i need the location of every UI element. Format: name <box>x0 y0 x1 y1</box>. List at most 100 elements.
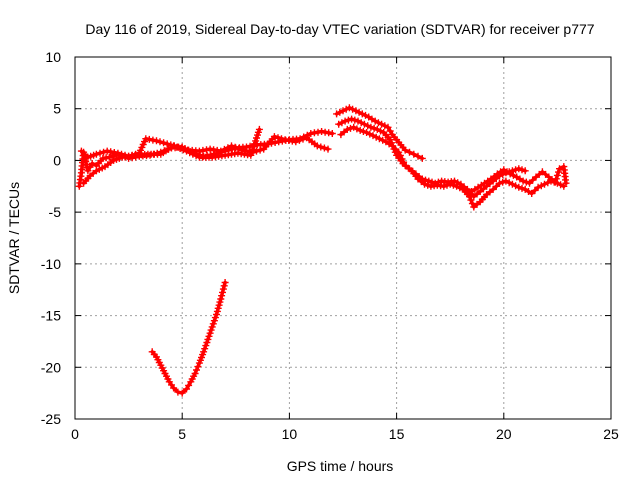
data-point-marker <box>519 177 527 185</box>
data-point-marker <box>215 301 223 309</box>
data-point-marker <box>207 326 215 334</box>
data-point-marker <box>173 143 181 151</box>
data-point-marker <box>345 104 353 112</box>
x-tick-label: 20 <box>496 426 512 442</box>
x-tick-label: 0 <box>71 426 79 442</box>
data-point-marker <box>219 285 227 293</box>
data-point-marker <box>451 177 458 185</box>
data-point-marker <box>183 385 190 393</box>
data-point-marker <box>362 111 369 119</box>
data-point-marker <box>88 160 96 167</box>
data-point-marker <box>170 384 178 392</box>
data-point-marker <box>515 165 523 173</box>
data-point-marker <box>496 179 503 187</box>
data-point-marker <box>449 181 457 189</box>
data-point-marker <box>379 136 387 144</box>
data-point-marker <box>440 182 448 190</box>
y-tick-label: -25 <box>41 411 61 427</box>
data-point-marker <box>324 145 332 153</box>
data-point-marker <box>468 200 476 207</box>
data-point-marker <box>350 123 358 131</box>
data-point-marker <box>278 135 285 143</box>
data-point-marker <box>84 167 92 175</box>
series-afternoon-track-c <box>337 123 568 211</box>
data-point-marker <box>374 119 382 127</box>
data-point-marker <box>253 147 260 155</box>
data-point-marker <box>348 115 356 123</box>
data-point-marker <box>213 307 221 315</box>
data-point-marker <box>508 180 516 188</box>
data-point-marker <box>186 149 194 157</box>
data-point-marker <box>163 140 171 148</box>
data-point-marker <box>506 170 514 178</box>
data-point-marker <box>255 125 263 133</box>
series-afternoon-track-a <box>333 104 426 162</box>
data-point-marker <box>421 180 428 188</box>
data-point-marker <box>202 342 210 350</box>
data-point-marker <box>371 117 379 125</box>
data-point-marker <box>351 116 359 124</box>
data-point-marker <box>270 133 278 141</box>
data-point-marker <box>216 298 224 306</box>
data-point-marker <box>191 370 199 377</box>
data-point-marker <box>522 178 530 186</box>
data-point-marker <box>183 147 190 155</box>
data-point-marker <box>218 292 226 300</box>
data-point-marker <box>92 150 100 158</box>
data-point-marker <box>214 304 222 312</box>
data-point-marker <box>355 108 363 116</box>
data-point-marker <box>353 125 361 133</box>
data-point-marker <box>176 145 184 152</box>
data-point-marker <box>205 332 213 340</box>
data-point-marker <box>221 279 229 286</box>
data-point-marker <box>364 122 372 130</box>
data-point-marker <box>372 133 380 141</box>
data-point-marker <box>336 108 344 116</box>
data-point-marker <box>213 146 221 154</box>
data-point-marker <box>217 147 225 155</box>
data-point-marker <box>349 105 357 113</box>
data-point-marker <box>537 182 545 190</box>
data-point-marker <box>499 178 507 186</box>
y-axis-label: SDTVAR / TECUs <box>6 182 22 294</box>
y-tick-label: 0 <box>53 152 61 168</box>
data-point-marker <box>341 117 349 125</box>
data-point-marker <box>515 183 523 191</box>
data-point-marker <box>360 120 368 128</box>
data-point-marker <box>531 186 539 194</box>
data-point-marker <box>366 130 374 138</box>
data-point-marker <box>551 178 559 186</box>
data-point-marker <box>193 366 200 374</box>
data-point-marker <box>156 138 164 146</box>
data-point-marker <box>422 176 429 184</box>
data-point-marker <box>384 123 392 131</box>
series-cusp-track <box>148 279 229 397</box>
data-point-marker <box>96 149 104 157</box>
data-point-marker <box>509 171 517 179</box>
data-point-marker <box>401 146 409 154</box>
x-tick-label: 25 <box>603 426 619 442</box>
data-point-marker <box>100 148 108 156</box>
data-point-marker <box>320 144 328 152</box>
data-point-marker <box>518 184 526 192</box>
data-point-marker <box>406 148 413 156</box>
data-point-marker <box>388 142 396 150</box>
data-point-marker <box>145 135 153 143</box>
data-point-marker <box>443 181 451 189</box>
data-point-marker <box>356 126 364 134</box>
data-point-marker <box>179 146 187 154</box>
data-point-marker <box>235 145 243 153</box>
data-point-marker <box>274 134 282 142</box>
data-point-marker <box>209 320 217 328</box>
data-point-marker <box>313 142 321 150</box>
grid-lines <box>75 57 611 419</box>
data-point-marker <box>528 190 536 197</box>
data-point-marker <box>328 130 336 137</box>
data-point-marker <box>555 168 562 176</box>
data-point-marker <box>219 288 226 296</box>
axis-ticks: 0 5 10 15 20 25 -25 -20 -15 -10 -5 0 5 10 <box>41 49 619 442</box>
series-afternoon-track-d <box>468 163 570 195</box>
data-point-marker <box>213 311 220 318</box>
data-point-marker <box>552 175 560 183</box>
